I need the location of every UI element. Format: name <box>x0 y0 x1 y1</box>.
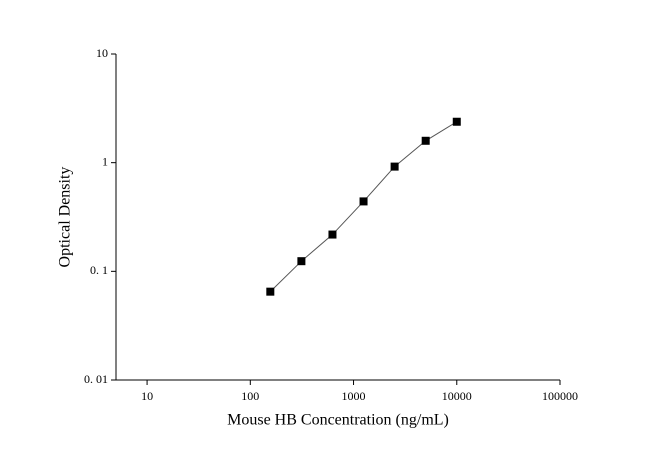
y-axis-label: Optical Density <box>57 167 74 268</box>
x-axis-label: Mouse HB Concentration (ng/mL) <box>227 412 449 429</box>
marker <box>328 230 337 239</box>
series-line <box>269 121 458 293</box>
y-tick-label: 1 <box>102 154 108 168</box>
x-tick-label: 10000 <box>442 389 472 403</box>
marker <box>359 197 368 206</box>
x-tick-label: 1000 <box>342 389 366 403</box>
marker <box>452 117 461 126</box>
x-tick-label: 100 <box>241 389 259 403</box>
y-tick-label: 0. 01 <box>84 372 108 386</box>
x-tick-label: 10 <box>141 389 153 403</box>
y-tick-label: 10 <box>96 46 108 60</box>
x-tick-label: 100000 <box>542 389 578 403</box>
marker <box>390 162 399 171</box>
marker <box>266 287 275 296</box>
y-tick-label: 0. 1 <box>90 263 108 277</box>
marker <box>297 257 306 266</box>
marker <box>421 136 430 145</box>
